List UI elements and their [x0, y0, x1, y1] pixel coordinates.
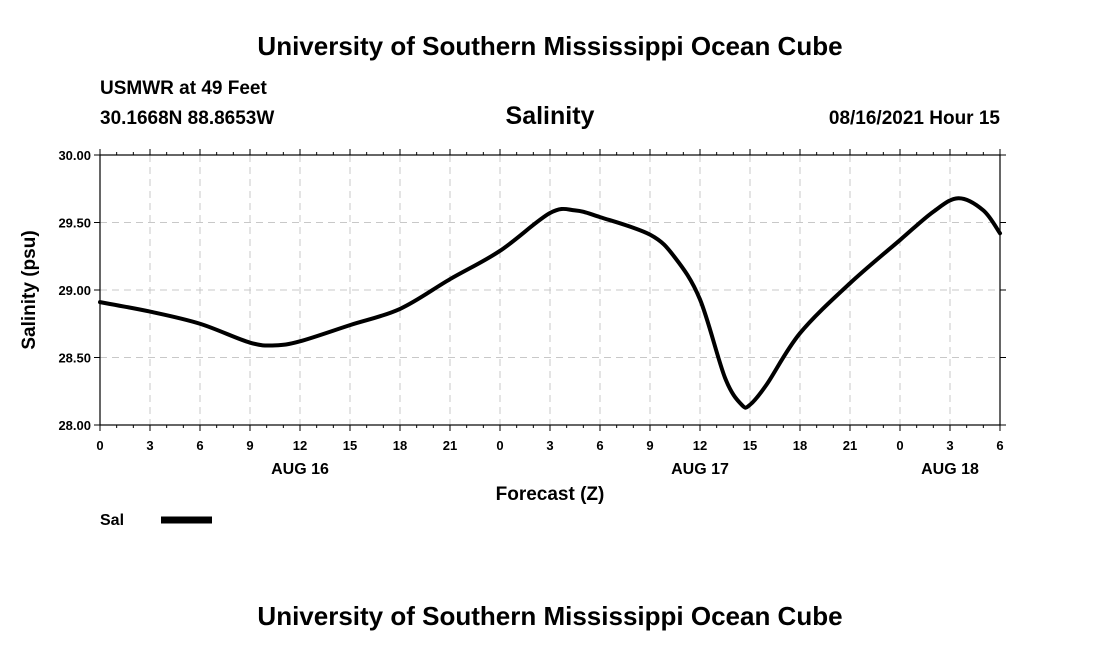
y-tick-label: 29.50 [58, 216, 91, 231]
chart-title: Salinity [506, 102, 595, 130]
day-label: AUG 18 [921, 461, 979, 478]
station-label: USMWR at 49 Feet [100, 78, 267, 99]
x-tick-label: 6 [596, 438, 603, 453]
x-tick-label: 18 [393, 438, 407, 453]
x-tick-label: 18 [793, 438, 807, 453]
y-tick-labels: 28.00 28.50 29.00 29.50 30.00 [58, 148, 91, 433]
x-tick-label: 0 [896, 438, 903, 453]
x-tick-label: 3 [546, 438, 553, 453]
grid-lines [100, 155, 1000, 425]
salinity-series-line [98, 196, 1002, 410]
datetime-label: 08/16/2021 Hour 15 [829, 108, 1001, 129]
y-tick-label: 28.50 [58, 351, 91, 366]
y-axis-label: Salinity (psu) [19, 230, 40, 349]
x-tick-label: 9 [246, 438, 253, 453]
x-tick-label: 6 [996, 438, 1003, 453]
x-tick-labels: 0 3 6 9 12 15 18 21 0 3 6 9 12 15 18 21 0 3 6 [96, 438, 1003, 453]
day-labels: AUG 16 AUG 17 AUG 18 [271, 461, 979, 478]
top-title: University of Southern Mississippi Ocean… [257, 31, 842, 61]
x-axis-label: Forecast (Z) [496, 484, 605, 505]
x-tick-label: 3 [146, 438, 153, 453]
axis-ticks [94, 149, 1006, 431]
x-tick-label: 12 [693, 438, 707, 453]
x-tick-label: 21 [443, 438, 457, 453]
y-tick-label: 30.00 [58, 148, 91, 163]
x-tick-label: 15 [343, 438, 357, 453]
x-tick-label: 3 [946, 438, 953, 453]
day-label: AUG 17 [671, 461, 729, 478]
x-tick-label: 12 [293, 438, 307, 453]
x-tick-label: 0 [496, 438, 503, 453]
y-tick-label: 28.00 [58, 418, 91, 433]
x-tick-label: 15 [743, 438, 757, 453]
x-tick-label: 9 [646, 438, 653, 453]
day-label: AUG 16 [271, 461, 329, 478]
y-tick-label: 29.00 [58, 283, 91, 298]
legend-label: Sal [100, 512, 124, 529]
plot-area: 28.00 28.50 29.00 29.50 30.00 0 3 6 9 12 15 18 21 0 3… [58, 148, 1006, 478]
bottom-title: University of Southern Mississippi Ocean… [257, 601, 842, 631]
coordinates-label: 30.1668N 88.8653W [100, 108, 274, 129]
x-tick-label: 21 [843, 438, 857, 453]
x-tick-label: 0 [96, 438, 103, 453]
x-tick-label: 6 [196, 438, 203, 453]
